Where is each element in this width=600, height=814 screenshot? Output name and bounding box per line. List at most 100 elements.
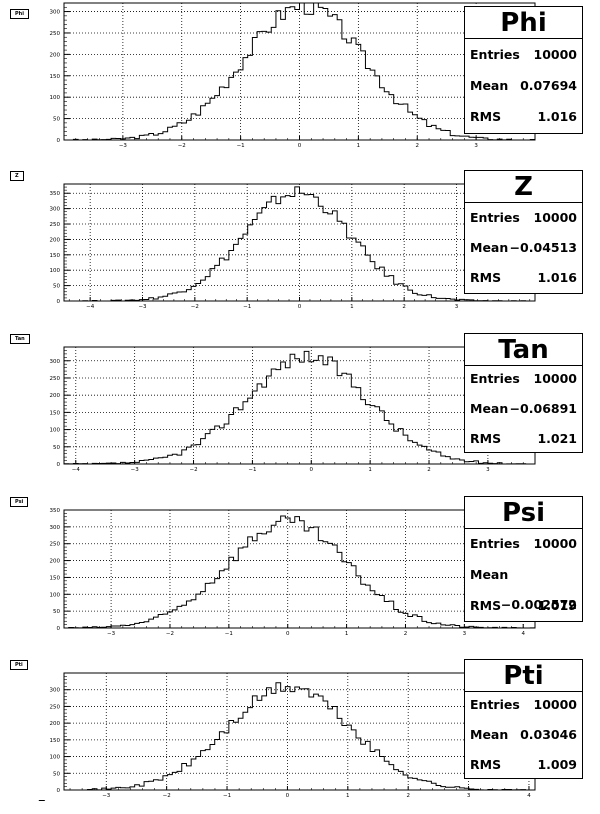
y-tick-label: 100	[50, 755, 61, 761]
stats-mean-label: Mean	[470, 727, 509, 742]
x-tick-label: −1	[243, 304, 251, 310]
stats-entries-row: Entries 10000	[470, 529, 577, 559]
stats-rms-row: RMS 1.016	[470, 102, 577, 132]
x-tick-label: −1	[237, 143, 245, 149]
x-tick-label: −1	[223, 793, 231, 799]
y-tick-label: 350	[50, 508, 61, 514]
y-tick-label: 0	[57, 299, 61, 305]
stats-rms-value: 1.016	[537, 270, 577, 285]
x-tick-label: 0	[286, 793, 290, 799]
stats-rms-label: RMS	[470, 598, 502, 613]
stats-rms-value: 1.009	[537, 757, 577, 772]
x-tick-label: 3	[474, 143, 478, 149]
stats-rms-label: RMS	[470, 431, 502, 446]
y-tick-label: 100	[50, 592, 61, 598]
y-tick-label: 200	[50, 393, 61, 399]
stats-entries-label: Entries	[470, 697, 520, 712]
stats-entries-row: Entries 10000	[470, 203, 577, 233]
stats-rms-value: 1.019	[537, 598, 577, 613]
stats-mean-row: Mean −0.002572	[470, 560, 577, 612]
x-tick-label: 3	[463, 631, 467, 637]
x-tick-label: 4	[527, 793, 531, 799]
histogram-series	[64, 682, 535, 791]
stats-title: Tan	[465, 334, 582, 366]
x-tick-label: −2	[178, 143, 186, 149]
y-tick-label: 50	[53, 284, 60, 290]
x-tick-label: 1	[357, 143, 361, 149]
y-tick-label: 100	[50, 95, 61, 101]
x-tick-label: −3	[107, 631, 116, 637]
y-tick-label: 0	[57, 788, 61, 794]
x-tick-label: 1	[350, 304, 354, 310]
y-tick-label: 150	[50, 575, 61, 581]
y-tick-label: 50	[53, 117, 60, 123]
stats-rms-row: RMS 1.009	[470, 750, 577, 780]
x-tick-label: 1	[368, 467, 372, 473]
y-tick-label: 50	[53, 445, 60, 451]
stats-rms-label: RMS	[470, 270, 502, 285]
stats-entries-row: Entries 10000	[470, 364, 577, 394]
histogram-series	[64, 2, 536, 141]
stats-mean-value: −0.06891	[509, 401, 577, 416]
y-tick-label: 300	[50, 10, 61, 16]
stats-title: Psi	[465, 497, 582, 529]
y-tick-label: 200	[50, 237, 61, 243]
stats-mean-row: Mean 0.03046	[470, 720, 577, 750]
y-tick-label: 150	[50, 253, 61, 259]
x-tick-label: 2	[427, 467, 431, 473]
stats-rms-row: RMS 1.021	[470, 424, 577, 454]
stats-entries-label: Entries	[470, 371, 520, 386]
y-tick-label: 100	[50, 268, 61, 274]
pad-tag-z: Z	[10, 171, 24, 181]
pad-tag-psi: Psi	[10, 497, 29, 507]
stats-mean-label: Mean	[470, 401, 509, 416]
stats-mean-value: −0.04513	[509, 240, 577, 255]
y-tick-label: 250	[50, 376, 61, 382]
x-tick-label: 4	[521, 631, 525, 637]
stats-rms-label: RMS	[470, 757, 502, 772]
x-tick-label: 1	[346, 793, 350, 799]
stats-rms-row: RMS 1.016	[470, 263, 577, 293]
y-tick-label: 300	[50, 207, 61, 213]
x-tick-label: −3	[102, 793, 111, 799]
y-tick-label: 350	[50, 191, 61, 197]
y-tick-label: 150	[50, 74, 61, 80]
x-tick-label: 2	[416, 143, 420, 149]
histogram-series	[63, 350, 535, 465]
y-tick-label: 0	[57, 138, 61, 144]
stats-box-tan: Tan Entries 10000 Mean −0.06891 RMS 1.021	[464, 333, 583, 453]
x-tick-label: 0	[298, 304, 302, 310]
x-tick-label: −3	[138, 304, 147, 310]
y-tick-label: 150	[50, 410, 61, 416]
stats-mean-value: 0.03046	[520, 727, 577, 742]
y-tick-label: 250	[50, 704, 61, 710]
stats-mean-value: −0.002572	[500, 597, 577, 612]
x-tick-label: 2	[404, 631, 408, 637]
stats-entries-value: 10000	[533, 47, 578, 62]
y-tick-label: 250	[50, 31, 61, 37]
x-tick-label: −3	[131, 467, 140, 473]
x-tick-label: 3	[467, 793, 471, 799]
stats-entries-value: 10000	[533, 536, 578, 551]
x-tick-label: −1	[248, 467, 256, 473]
stats-mean-row: Mean −0.04513	[470, 233, 577, 263]
x-tick-label: −2	[189, 467, 197, 473]
x-tick-label: 2	[406, 793, 410, 799]
stats-rms-value: 1.021	[537, 431, 577, 446]
x-tick-label: 3	[486, 467, 490, 473]
y-tick-label: 250	[50, 222, 61, 228]
x-tick-label: 0	[286, 631, 290, 637]
stats-mean-row: Mean 0.07694	[470, 71, 577, 101]
y-tick-label: 0	[57, 462, 61, 468]
stats-entries-value: 10000	[533, 210, 578, 225]
x-tick-label: −2	[163, 793, 171, 799]
stats-entries-label: Entries	[470, 47, 520, 62]
histogram-series	[64, 515, 536, 629]
stats-title: Z	[465, 171, 582, 203]
y-tick-label: 300	[50, 359, 61, 365]
stats-entries-label: Entries	[470, 536, 520, 551]
stats-entries-row: Entries 10000	[470, 40, 577, 70]
x-tick-label: −4	[86, 304, 95, 310]
stats-rms-row: RMS 1.019	[470, 591, 577, 621]
stats-box-phi: Phi Entries 10000 Mean 0.07694 RMS 1.016	[464, 6, 583, 134]
